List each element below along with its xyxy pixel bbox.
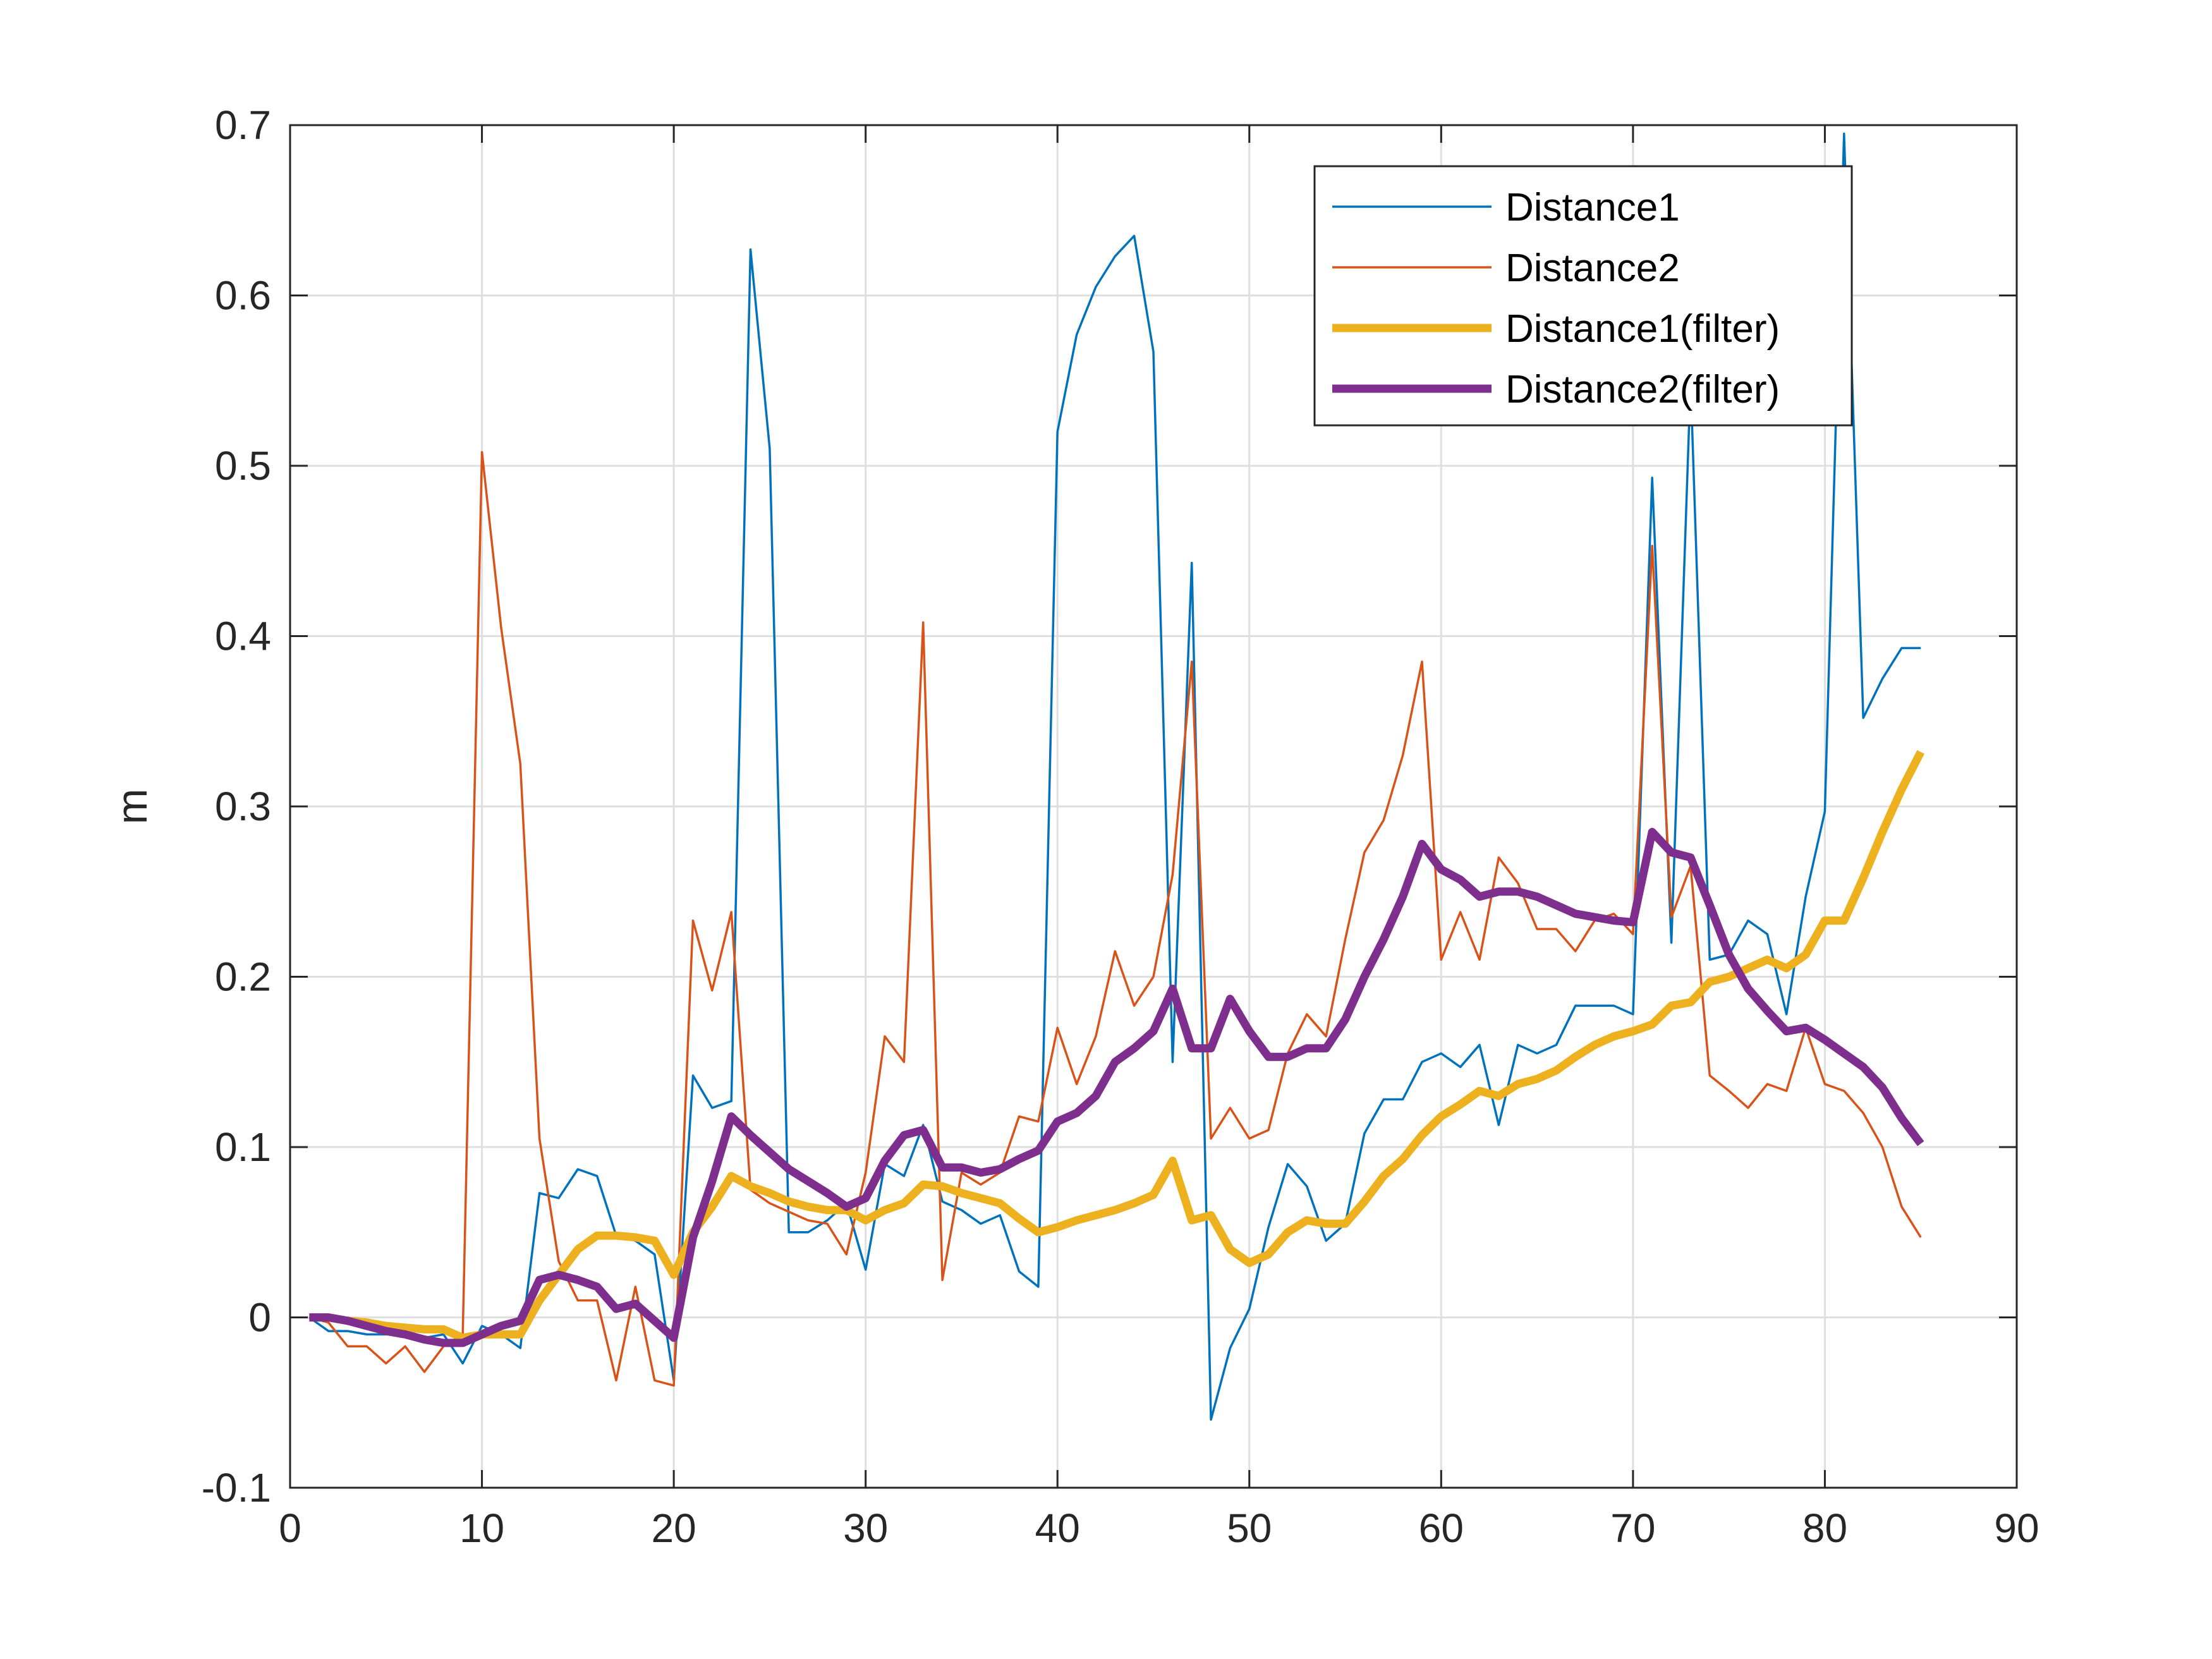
y-tick-label-4: 0.3	[215, 784, 271, 829]
y-tick-label-6: 0.5	[215, 443, 271, 489]
x-tick-labels: 0 10 20 30 40 50 60 70 80 90	[279, 1505, 2039, 1551]
series-line-3	[309, 750, 1924, 1342]
x-tick-label-9: 90	[1994, 1505, 2039, 1551]
legend-label-2: Distance2	[1505, 246, 1680, 290]
legend-label-3: Distance1(filter)	[1505, 307, 1780, 351]
y-tick-label-2: 0.1	[215, 1124, 271, 1170]
x-tick-label-2: 20	[652, 1505, 696, 1551]
x-tick-label-7: 70	[1610, 1505, 1655, 1551]
legend: Distance1 Distance2 Distance1(filter) Dista…	[1313, 165, 1853, 427]
y-axis-label: m	[108, 789, 156, 825]
legend-box	[1313, 165, 1853, 427]
y-tick-label-7: 0.6	[215, 273, 271, 319]
x-tick-label-1: 10	[459, 1505, 504, 1551]
series-line-4	[309, 827, 1924, 1347]
series-lines	[308, 132, 1924, 1421]
legend-items: Distance1 Distance2 Distance1(filter) Dista…	[1332, 186, 1780, 411]
series-line-2	[308, 451, 1922, 1387]
x-tick-label-0: 0	[279, 1505, 301, 1551]
y-tick-label-8: 0.7	[215, 102, 271, 148]
x-tick-label-4: 40	[1035, 1505, 1080, 1551]
legend-label-4: Distance2(filter)	[1505, 368, 1780, 411]
x-tick-label-5: 50	[1227, 1505, 1272, 1551]
x-tick-label-3: 30	[843, 1505, 888, 1551]
y-tick-label-0: -0.1	[202, 1465, 271, 1510]
x-tick-label-8: 80	[1802, 1505, 1847, 1551]
legend-label-1: Distance1	[1505, 186, 1680, 229]
series-line-1	[308, 132, 1921, 1421]
y-tick-label-5: 0.4	[215, 614, 271, 659]
y-tick-label-3: 0.2	[215, 954, 271, 1000]
y-tick-label-1: 0	[248, 1295, 271, 1340]
y-tick-labels: -0.1 0 0.1 0.2 0.3 0.4 0.5 0.6 0.7	[202, 102, 271, 1510]
axis-ticks	[289, 124, 2018, 1489]
x-tick-label-6: 60	[1419, 1505, 1464, 1551]
